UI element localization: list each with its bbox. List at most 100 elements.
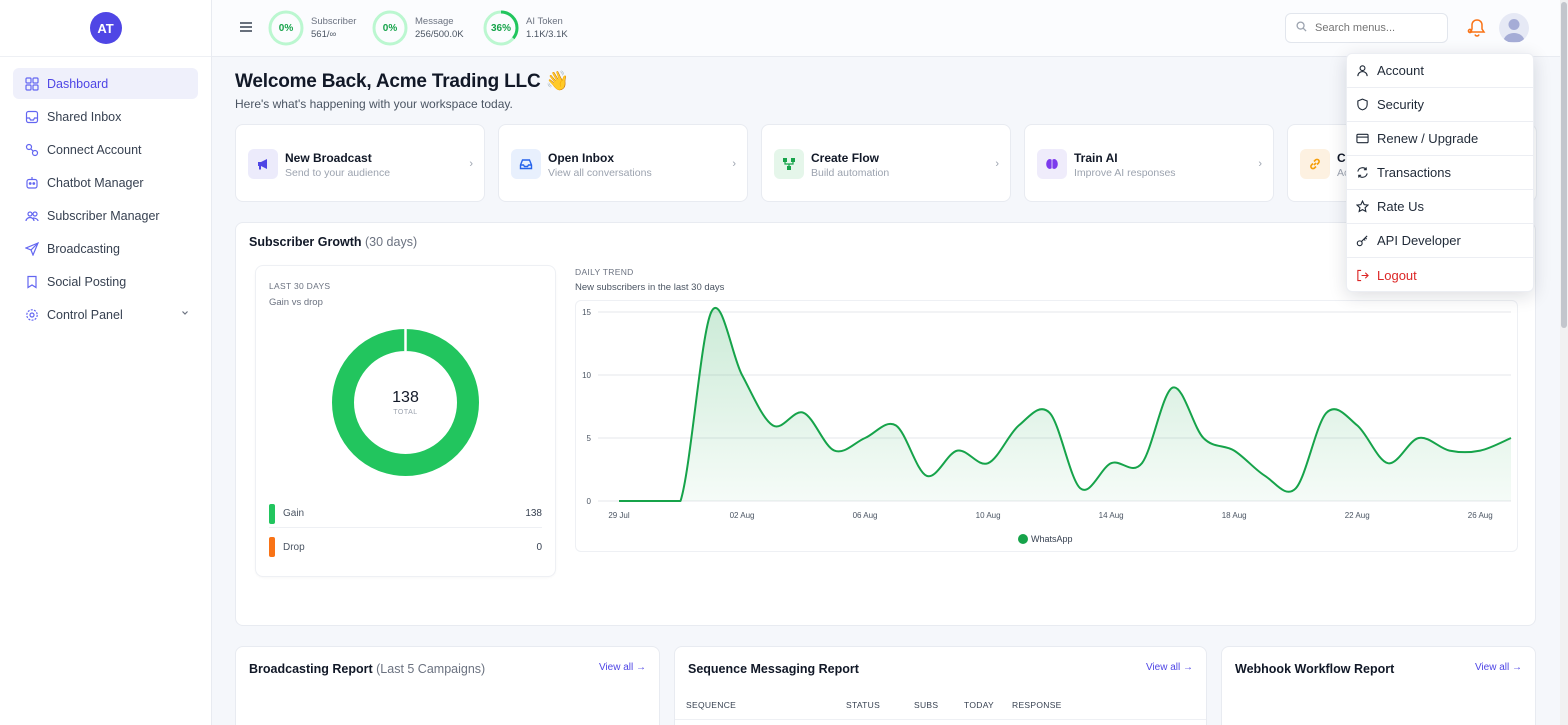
data-point bbox=[956, 450, 958, 452]
data-point bbox=[833, 450, 835, 452]
quick-action-subtitle: Send to your audience bbox=[285, 167, 391, 179]
y-tick-label: 5 bbox=[587, 434, 592, 443]
data-point bbox=[1387, 462, 1389, 464]
summary-sublabel: Gain vs drop bbox=[269, 297, 323, 308]
quick-action-new-broadcast[interactable]: New Broadcast Send to your audience › bbox=[235, 124, 485, 202]
sidebar-item-dashboard[interactable]: Dashboard bbox=[13, 68, 198, 99]
ai-token-usage: 36% AI Token 1.1K/3.1K bbox=[482, 9, 568, 47]
user-icon bbox=[1355, 64, 1369, 78]
x-tick-label: 06 Aug bbox=[853, 511, 878, 520]
y-tick-label: 10 bbox=[582, 371, 591, 380]
view-all-link[interactable]: View all → bbox=[1474, 662, 1522, 673]
menu-item-api-developer[interactable]: API Developer bbox=[1347, 224, 1533, 258]
sidebar-item-connect-account[interactable]: Connect Account bbox=[13, 134, 198, 165]
view-all-link[interactable]: View all → bbox=[598, 662, 646, 673]
workspace-avatar[interactable]: AT bbox=[89, 12, 122, 44]
sidebar-item-broadcasting[interactable]: Broadcasting bbox=[13, 233, 198, 264]
notification-bell-icon[interactable] bbox=[1466, 17, 1488, 39]
brain-icon bbox=[1037, 149, 1067, 179]
menu-item-renew-upgrade[interactable]: Renew / Upgrade bbox=[1347, 122, 1533, 156]
quick-action-subtitle: Build automation bbox=[811, 167, 890, 179]
quick-action-create-flow[interactable]: Create Flow Build automation › bbox=[761, 124, 1011, 202]
donut-total: 138 bbox=[392, 389, 419, 406]
sidebar-item-control-panel[interactable]: Control Panel bbox=[13, 299, 198, 330]
column-header[interactable]: SUBS bbox=[914, 700, 939, 710]
quick-action-title: Open Inbox bbox=[548, 151, 614, 165]
quick-action-open-inbox[interactable]: Open Inbox View all conversations › bbox=[498, 124, 748, 202]
sidebar-item-subscriber-manager[interactable]: Subscriber Manager bbox=[13, 200, 198, 231]
data-point bbox=[649, 500, 651, 502]
webhook-report-card: Webhook Workflow Report View all → bbox=[1221, 646, 1536, 725]
menu-item-transactions[interactable]: Transactions bbox=[1347, 156, 1533, 190]
quick-action-train-ai[interactable]: Train AI Improve AI responses › bbox=[1024, 124, 1274, 202]
quick-action-title: New Broadcast bbox=[285, 151, 372, 165]
broadcasting-report-card: Broadcasting Report (Last 5 Campaigns) V… bbox=[235, 646, 660, 725]
data-point bbox=[803, 412, 805, 414]
shield-icon bbox=[1355, 98, 1369, 112]
sidebar-nav: Dashboard Shared Inbox Connect Account C… bbox=[0, 57, 211, 343]
ai-token-ring: 36% bbox=[482, 9, 520, 47]
gain-swatch bbox=[269, 503, 275, 524]
sidebar-item-label: Dashboard bbox=[47, 76, 109, 91]
column-header[interactable]: RESPONSE bbox=[1012, 700, 1062, 710]
header-divider bbox=[675, 719, 1206, 720]
menu-item-security[interactable]: Security bbox=[1347, 88, 1533, 122]
data-point bbox=[1356, 424, 1358, 426]
column-header[interactable]: TODAY bbox=[964, 700, 994, 710]
sidebar-item-label: Control Panel bbox=[47, 307, 123, 322]
menu-item-rate-us[interactable]: Rate Us bbox=[1347, 190, 1533, 224]
data-point bbox=[1141, 462, 1143, 464]
data-point bbox=[1049, 412, 1051, 414]
sidebar-item-label: Subscriber Manager bbox=[47, 208, 160, 223]
legend-label-whatsapp: WhatsApp bbox=[1031, 534, 1073, 544]
profile-dropdown-menu: Account Security Renew / Upgrade Transac… bbox=[1346, 53, 1534, 292]
scrollbar-thumb[interactable] bbox=[1561, 2, 1567, 328]
data-point bbox=[1202, 437, 1204, 439]
arrow-right-icon: → bbox=[1512, 662, 1522, 673]
column-header[interactable]: SEQUENCE bbox=[686, 700, 737, 710]
message-label: Message bbox=[415, 16, 454, 27]
user-avatar[interactable] bbox=[1499, 13, 1529, 43]
data-point bbox=[1510, 437, 1512, 439]
data-point bbox=[864, 437, 866, 439]
x-tick-label: 02 Aug bbox=[730, 511, 755, 520]
legend-swatch-whatsapp bbox=[1018, 534, 1028, 544]
view-all-link[interactable]: View all → bbox=[1145, 662, 1193, 673]
sidebar-logo: AT bbox=[0, 0, 211, 57]
sidebar: AT Dashboard Shared Inbox Connect Accoun… bbox=[0, 0, 212, 725]
ai-token-percent: 36% bbox=[490, 22, 511, 34]
x-tick-label: 26 Aug bbox=[1468, 511, 1493, 520]
users-icon bbox=[25, 209, 39, 223]
search-input[interactable] bbox=[1315, 22, 1435, 34]
sidebar-item-label: Shared Inbox bbox=[47, 109, 122, 124]
subscriber-usage: 0% Subscriber 561/∞ bbox=[267, 9, 356, 47]
subscriber-label: Subscriber bbox=[311, 16, 357, 27]
trend-sublabel: New subscribers in the last 30 days bbox=[575, 282, 725, 293]
x-tick-label: 22 Aug bbox=[1345, 511, 1370, 520]
page-title: Welcome Back, Acme Trading LLC 👋 bbox=[235, 71, 570, 92]
data-point bbox=[1233, 450, 1235, 452]
menu-item-logout[interactable]: Logout bbox=[1347, 258, 1533, 292]
search-box[interactable] bbox=[1285, 13, 1448, 43]
megaphone-icon bbox=[248, 149, 278, 179]
menu-toggle-icon[interactable] bbox=[239, 20, 253, 34]
chevron-down-icon bbox=[180, 307, 190, 321]
quick-action-subtitle: Improve AI responses bbox=[1074, 167, 1176, 179]
sidebar-item-chatbot-manager[interactable]: Chatbot Manager bbox=[13, 167, 198, 198]
growth-title: Subscriber Growth (30 days) bbox=[249, 235, 418, 249]
inbox-tray-icon bbox=[511, 149, 541, 179]
send-icon bbox=[25, 241, 39, 256]
column-header[interactable]: STATUS bbox=[846, 700, 881, 710]
report-title: Broadcasting Report (Last 5 Campaigns) bbox=[249, 662, 486, 676]
sidebar-item-shared-inbox[interactable]: Shared Inbox bbox=[13, 101, 198, 132]
page-subtitle: Here's what's happening with your worksp… bbox=[235, 97, 513, 111]
growth-summary-card: LAST 30 DAYS Gain vs drop 138 TOTAL Gain… bbox=[255, 265, 556, 577]
drop-swatch bbox=[269, 537, 275, 557]
menu-item-account[interactable]: Account bbox=[1347, 54, 1533, 88]
page-scrollbar[interactable] bbox=[1560, 0, 1568, 725]
data-point bbox=[1018, 424, 1020, 426]
sidebar-item-social-posting[interactable]: Social Posting bbox=[13, 266, 198, 297]
quick-action-subtitle: View all conversations bbox=[548, 167, 652, 179]
trend-chart-svg: 0 5 10 15 29 Jul 02 Aug 06 Aug 10 Aug 14 Aug 18 A… bbox=[582, 307, 1512, 544]
donut-total-label: TOTAL bbox=[393, 409, 418, 416]
